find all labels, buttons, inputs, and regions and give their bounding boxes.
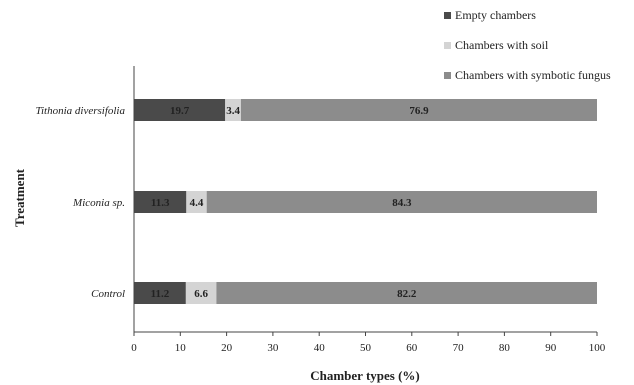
bar-label-control-empty-chambers: 11.2 — [151, 288, 170, 300]
bar-miconia-sp-empty-chambers — [134, 191, 187, 213]
x-tick-label-30: 30 — [267, 342, 279, 354]
bar-label-control-chambers-with-soil: 6.6 — [194, 288, 208, 300]
x-tick-label-40: 40 — [314, 342, 326, 354]
bar-control-chambers-with-soil — [185, 282, 217, 304]
legend-label-empty-chambers: Empty chambers — [455, 8, 536, 22]
bar-labels-layer: 19.7 3.4 76.9 11.3 4.4 84.3 11.2 6.6 82.2 — [151, 105, 430, 300]
x-tick-label-10: 10 — [175, 342, 187, 354]
category-label-miconia-sp: Miconia sp. — [72, 197, 125, 209]
category-label-control: Control — [91, 288, 125, 300]
x-tick-label-100: 100 — [589, 342, 606, 354]
bar-tithonia-diversifolia-chambers-with-soil — [225, 99, 241, 121]
category-label-tithonia-diversifolia: Tithonia diversifolia — [35, 105, 125, 117]
x-tick-label-90: 90 — [545, 342, 557, 354]
bars-layer — [134, 99, 598, 304]
ticks-layer: 0 10 20 30 40 50 60 70 80 90 100 — [131, 332, 606, 354]
legend-swatch-empty-chambers — [444, 11, 451, 19]
legend-item-chambers-with-symbotic-fungus: Chambers with symbotic fungus — [444, 68, 630, 82]
bar-label-tithonia-diversifolia-empty-chambers: 19.7 — [170, 105, 190, 117]
y-axis-label: Treatment — [12, 168, 27, 227]
x-tick-label-20: 20 — [221, 342, 233, 354]
legend-label-chambers-with-symbotic-fungus: Chambers with symbotic fungus — [455, 68, 611, 82]
bar-miconia-sp-chambers-with-symbotic-fungus — [206, 191, 598, 213]
bar-label-miconia-sp-chambers-with-symbotic-fungus: 84.3 — [392, 197, 412, 209]
x-tick-label-50: 50 — [360, 342, 372, 354]
x-tick-label-70: 70 — [453, 342, 465, 354]
bar-miconia-sp-chambers-with-soil — [186, 191, 207, 213]
x-axis-label: Chamber types (%) — [310, 368, 420, 383]
bar-label-tithonia-diversifolia-chambers-with-symbotic-fungus: 76.9 — [409, 105, 429, 117]
bar-label-tithonia-diversifolia-chambers-with-soil: 3.4 — [226, 105, 240, 117]
bar-label-miconia-sp-empty-chambers: 11.3 — [151, 197, 170, 209]
legend-swatch-chambers-with-soil — [444, 41, 451, 49]
x-tick-label-60: 60 — [406, 342, 418, 354]
bar-label-control-chambers-with-symbotic-fungus: 82.2 — [397, 288, 417, 300]
bar-control-chambers-with-symbotic-fungus — [216, 282, 597, 304]
category-labels-layer: Tithonia diversifolia Miconia sp. Control — [35, 105, 125, 300]
bar-control-empty-chambers — [134, 282, 186, 304]
legend-swatch-chambers-with-symbotic-fungus — [444, 71, 451, 79]
bar-tithonia-diversifolia-empty-chambers — [134, 99, 226, 121]
legend: Empty chambers Chambers with soil Chambe… — [444, 8, 630, 98]
x-tick-label-80: 80 — [499, 342, 511, 354]
legend-item-empty-chambers: Empty chambers — [444, 8, 630, 22]
bar-label-miconia-sp-chambers-with-soil: 4.4 — [190, 197, 204, 209]
legend-label-chambers-with-soil: Chambers with soil — [455, 38, 549, 52]
legend-item-chambers-with-soil: Chambers with soil — [444, 38, 630, 52]
bar-tithonia-diversifolia-chambers-with-symbotic-fungus — [240, 99, 597, 121]
x-tick-label-0: 0 — [131, 342, 137, 354]
